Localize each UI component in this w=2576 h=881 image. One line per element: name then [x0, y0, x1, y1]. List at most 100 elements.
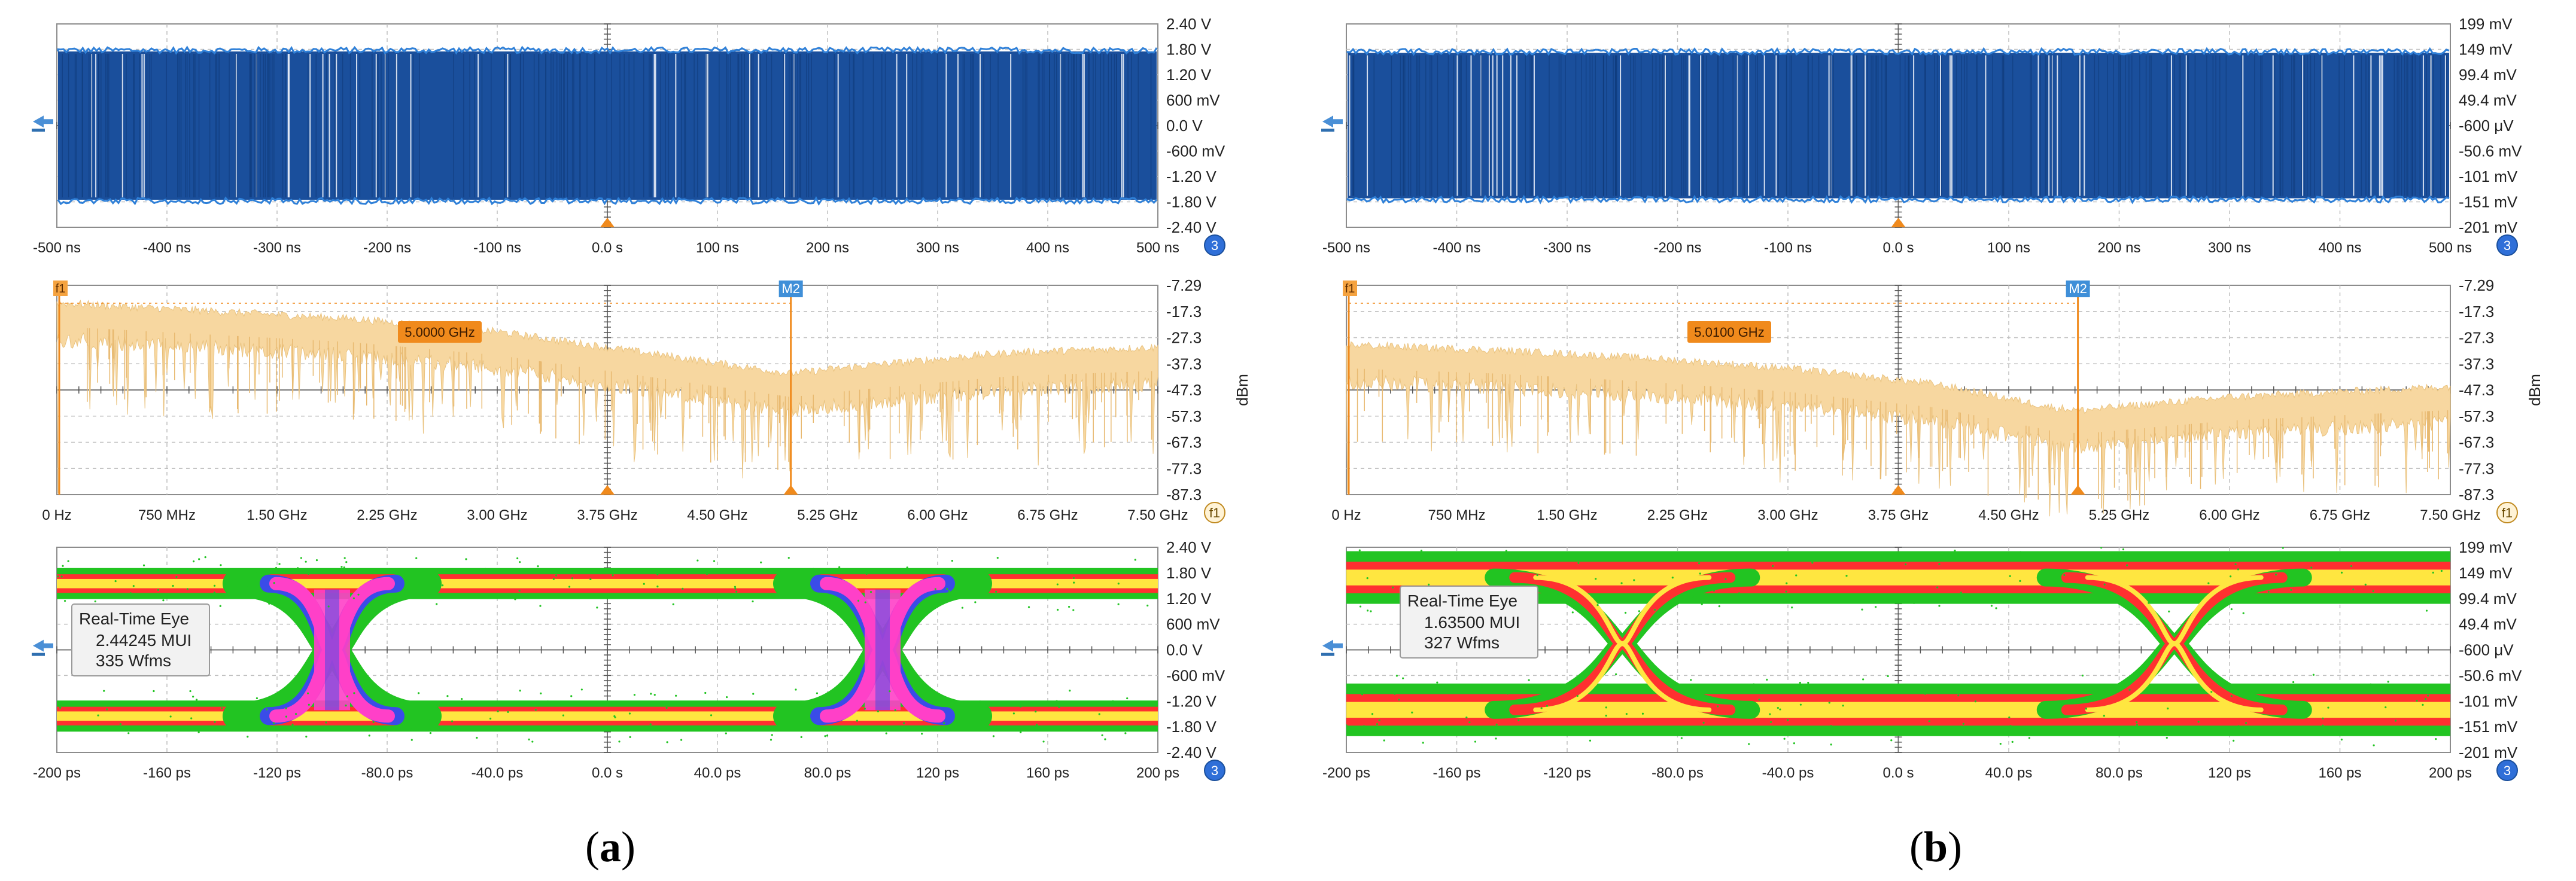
- eye-info-frame: [1400, 586, 1538, 659]
- eye-noise-dot: [921, 733, 923, 735]
- eye-noise-dot: [1757, 542, 1759, 544]
- eye-noise-dot: [1386, 559, 1388, 561]
- marker-1-box: [1343, 281, 1357, 296]
- y-tick-label: -1.20 V: [1166, 167, 1216, 185]
- eye-noise-dot: [955, 595, 957, 597]
- eye-noise-dot: [2166, 736, 2168, 739]
- eye-noise-dot: [1595, 578, 1597, 580]
- eye-noise-dot: [373, 699, 376, 702]
- eye-noise-dot: [2168, 610, 2170, 612]
- x-tick-label: -200 ps: [33, 765, 81, 781]
- y-tick-label: -17.3: [1166, 303, 1202, 321]
- x-tick-label: 80.0 ps: [804, 765, 851, 781]
- eye-noise-dot: [1974, 700, 1977, 703]
- eye-noise-dot: [57, 575, 59, 578]
- eye-noise-dot: [1827, 542, 1829, 544]
- eye-noise-dot: [1397, 556, 1400, 559]
- eye-noise-dot: [1042, 593, 1045, 596]
- eye-noise-dot: [2122, 548, 2125, 551]
- eye-noise-dot: [1709, 733, 1711, 735]
- x-tick-label: -300 ns: [253, 240, 301, 256]
- eye-noise-dot: [1995, 607, 1997, 609]
- eye-noise-dot: [1110, 595, 1112, 598]
- eye-noise-dot: [1495, 737, 1497, 740]
- eye-info-title: Real-Time Eye: [79, 609, 189, 628]
- eye-noise-dot: [1795, 574, 1798, 577]
- eye-noise-dot: [2100, 547, 2103, 549]
- eye-noise-dot: [2416, 700, 2418, 702]
- eye-noise-dot: [1517, 719, 1520, 721]
- x-tick-label: 7.50 GHz: [1127, 507, 1188, 523]
- eye-noise-dot: [2292, 681, 2295, 684]
- eye-noise-dot: [1890, 739, 1893, 742]
- pointer-hand-shape: [33, 639, 53, 652]
- channel-badge-label: 3: [1211, 763, 1218, 778]
- eye-noise-dot: [941, 593, 943, 595]
- eye-noise-dot: [59, 706, 62, 709]
- eye-noise-dot: [180, 595, 183, 597]
- eye-noise-dot: [1698, 562, 1701, 565]
- eye-noise-dot: [1101, 734, 1103, 736]
- eye-noise-dot: [1807, 681, 1809, 684]
- signal-bottom-edge: [57, 196, 1158, 206]
- eye-noise-dot: [1134, 559, 1136, 561]
- eye-noise-dot: [197, 731, 200, 733]
- eye-noise-dot: [996, 557, 999, 559]
- eye-noise-dot: [1830, 743, 1832, 746]
- eye-noise-dot: [1811, 562, 1814, 564]
- eye-noise-dot: [797, 577, 799, 580]
- eye-noise-dot: [2310, 566, 2313, 569]
- eye-noise-dot: [838, 566, 841, 568]
- marker-1-box: [53, 281, 68, 296]
- spectrum-marker-triangle: [2070, 485, 2085, 495]
- x-tick-label: -80.0 ps: [361, 765, 413, 781]
- marker-readout-value: 5.0100 GHz: [1694, 325, 1764, 340]
- eye-noise-dot: [1675, 598, 1678, 600]
- x-tick-label: 200 ps: [1136, 765, 1179, 781]
- x-tick-label: 4.50 GHz: [1978, 507, 2039, 523]
- eye-noise-dot: [1411, 711, 1413, 714]
- eye-noise-dot: [869, 591, 872, 593]
- spectrum-marker-triangle: [1891, 485, 1906, 495]
- eye-noise-dot: [2128, 688, 2131, 691]
- eye-noise-dot: [972, 728, 974, 731]
- eye-noise-dot: [1507, 693, 1509, 695]
- eye-noise-dot: [2148, 602, 2150, 604]
- plot-spectrum: 0 Hz 750 MHz 1.50 GHz 2.25 GHz 3.00 GHz 3.75 …: [1331, 276, 2544, 523]
- eye-noise-dot: [2340, 738, 2343, 741]
- eye-noise-dot: [153, 690, 155, 693]
- eye-noise-dot: [189, 690, 191, 693]
- eye-noise-dot: [725, 732, 727, 734]
- y-tick-label: -7.29: [1166, 276, 1202, 294]
- x-tick-label: 1.50 GHz: [1537, 507, 1597, 523]
- eye-noise-dot: [325, 721, 327, 724]
- eye-noise-dot: [797, 702, 799, 705]
- eye-noise-dot: [1799, 681, 1801, 684]
- eye-noise-dot: [2370, 683, 2372, 685]
- eye-noise-dot: [2394, 720, 2397, 722]
- eye-noise-dot: [484, 568, 486, 570]
- eye-noise-dot: [807, 729, 810, 731]
- eye-noise-dot: [1536, 574, 1538, 577]
- eye-info-wfms: 335 Wfms: [96, 651, 171, 670]
- eye-noise-dot: [273, 582, 275, 584]
- y-tick-label: -87.3: [1166, 486, 1202, 504]
- eye-noise-dot: [297, 567, 299, 569]
- eye-noise-dot: [2136, 724, 2139, 726]
- eye-noise-dot: [248, 589, 250, 591]
- eye-noise-dot: [2440, 569, 2443, 572]
- eye-noise-dot: [436, 603, 438, 605]
- eye-noise-dot: [682, 587, 684, 590]
- eye-noise-dot: [1124, 732, 1127, 734]
- y-tick-label: -17.3: [2459, 303, 2494, 321]
- eye-noise-dot: [1505, 553, 1507, 556]
- eye-noise-dot: [516, 557, 519, 560]
- x-tick-label: 160 ps: [1026, 765, 1069, 781]
- eye-noise-dot: [1938, 605, 1941, 607]
- eye-noise-dot: [1862, 678, 1865, 681]
- eye-noise-dot: [1376, 723, 1379, 725]
- eye-noise-dot: [948, 590, 950, 592]
- eye-noise-dot: [1620, 582, 1623, 584]
- eye-noise-dot: [979, 700, 981, 703]
